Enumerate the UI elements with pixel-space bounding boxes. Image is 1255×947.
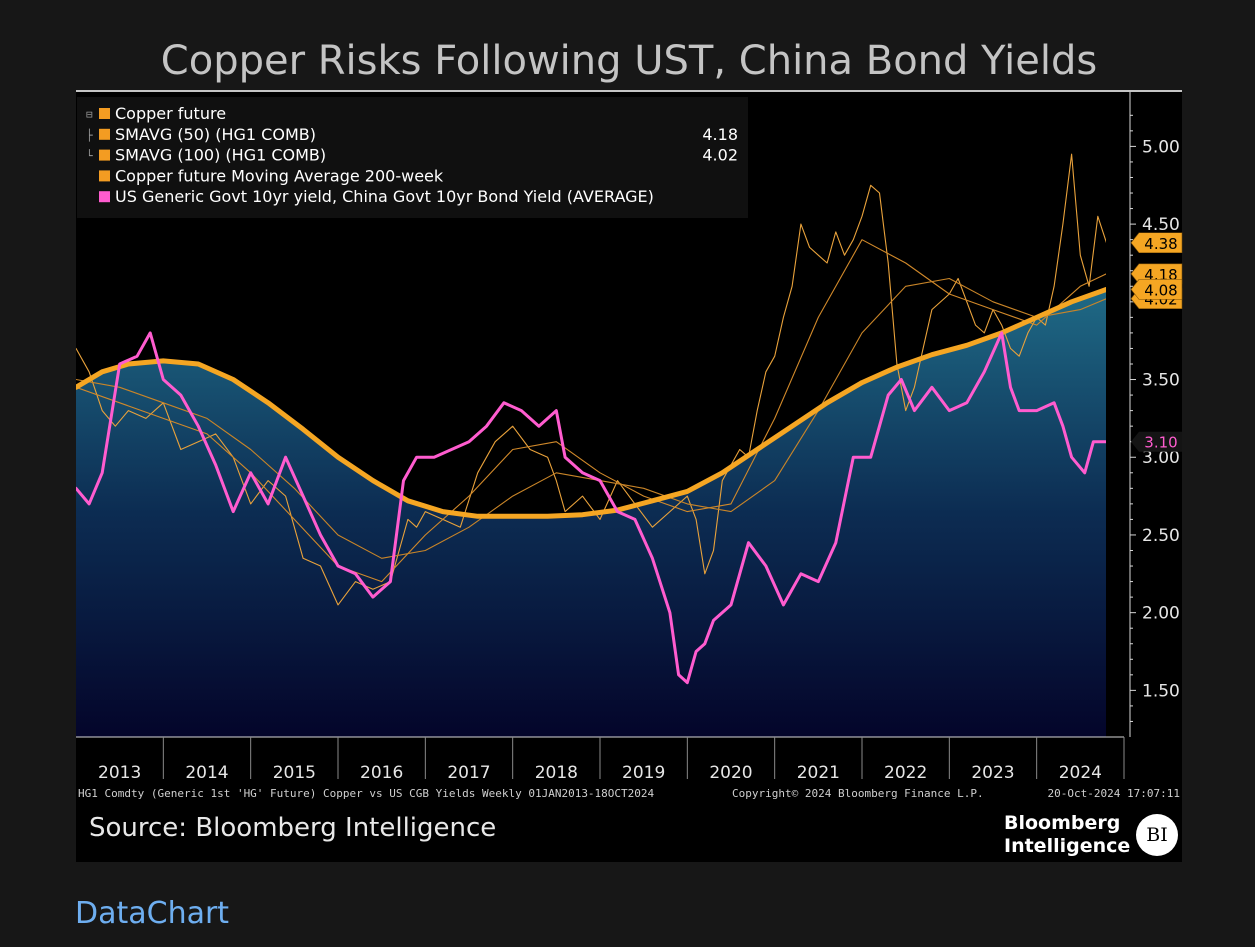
y-tick-label: 2.50 [1142, 526, 1180, 546]
end-value-label-bg [1130, 279, 1183, 300]
x-tick-label: 2014 [185, 763, 228, 783]
x-tick-label: 2016 [360, 763, 403, 783]
footer-series-info: HG1 Comdty (Generic 1st 'HG' Future) Cop… [78, 787, 655, 800]
x-tick-label: 2023 [971, 763, 1014, 783]
x-tick-label: 2018 [535, 763, 578, 783]
x-tick-label: 2015 [273, 763, 316, 783]
x-tick-label: 2021 [797, 763, 840, 783]
brand-line1: Bloomberg [1004, 812, 1121, 834]
legend-swatch [99, 108, 110, 119]
y-tick-label: 3.00 [1142, 448, 1180, 468]
source-text: Source: Bloomberg Intelligence [89, 813, 497, 843]
legend-swatch [99, 191, 110, 203]
bi-logo: BI [1136, 814, 1178, 856]
end-value-label: 4.38 [1144, 235, 1177, 253]
x-tick-label: 2022 [884, 763, 927, 783]
legend-value: 4.18 [702, 125, 738, 144]
footer-copyright: Copyright© 2024 Bloomberg Finance L.P. [732, 787, 984, 800]
brand-line2: Intelligence [1004, 835, 1131, 857]
ma200-area-fill [76, 289, 1106, 737]
x-tick-label: 2013 [98, 763, 141, 783]
y-tick-label: 4.50 [1142, 215, 1180, 235]
end-value-label-bg [1131, 431, 1182, 452]
legend-label: Copper future Moving Average 200-week [115, 166, 444, 185]
end-value-label-bg [1130, 232, 1183, 254]
legend-swatch [99, 149, 110, 161]
end-value-label: 4.08 [1144, 281, 1177, 299]
chart-title: Copper Risks Following UST, China Bond Y… [160, 38, 1098, 84]
end-value-label: 3.10 [1144, 434, 1177, 452]
legend-label: Copper future [115, 104, 226, 123]
y-tick-label: 2.00 [1142, 604, 1180, 624]
legend-label: SMAVG (100) (HG1 COMB) [115, 146, 326, 165]
y-tick-label: 5.00 [1142, 137, 1180, 157]
x-tick-label: 2017 [447, 763, 490, 783]
legend-label: US Generic Govt 10yr yield, China Govt 1… [115, 187, 654, 206]
x-tick-label: 2019 [622, 763, 665, 783]
footer-timestamp: 20-Oct-2024 17:07:11 [1048, 787, 1180, 800]
legend-tree-bracket: ├ [86, 128, 93, 142]
legend-tree-bracket: ⊟ [86, 108, 93, 121]
series-line-copper-future-moving-average-200-week [76, 286, 1106, 519]
legend-tree-bracket: └ [86, 149, 93, 163]
series-line-us-generic-govt-10yr-yield-china-govt-10yr-bond-yield-average [76, 331, 1106, 685]
datachart-link[interactable]: DataChart [75, 896, 230, 931]
y-tick-label: 1.50 [1142, 681, 1180, 701]
legend-swatch [99, 170, 110, 182]
legend-value: 4.02 [702, 146, 738, 165]
legend-box [77, 97, 748, 218]
brand-wordmark: Bloomberg Intelligence [1004, 812, 1130, 858]
legend-label: SMAVG (50) (HG1 COMB) [115, 125, 316, 144]
legend-swatch [99, 128, 110, 140]
x-tick-label: 2024 [1059, 763, 1102, 783]
x-tick-label: 2020 [709, 763, 752, 783]
y-tick-label: 3.50 [1142, 371, 1180, 391]
